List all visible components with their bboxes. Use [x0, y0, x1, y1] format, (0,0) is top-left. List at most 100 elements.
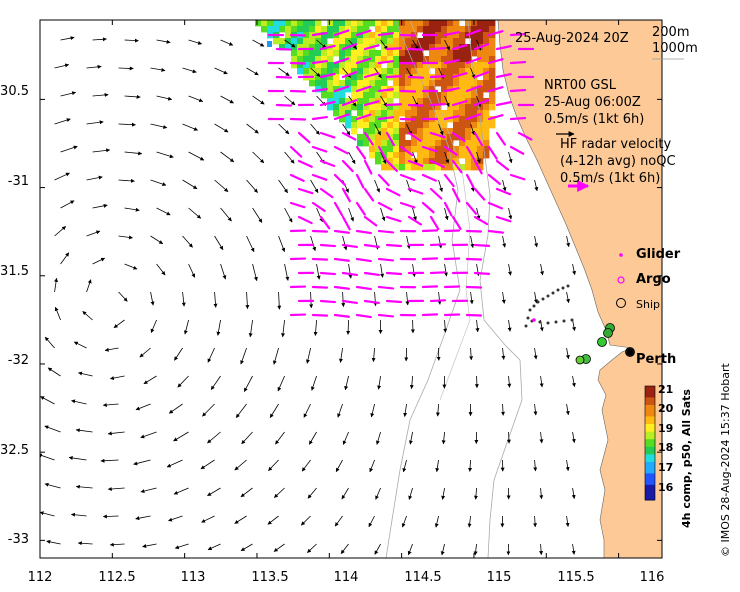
- hf-arrow: [355, 57, 372, 65]
- model-arrow: [216, 319, 221, 336]
- model-arrow: [70, 512, 87, 517]
- hf-arrow: [297, 131, 311, 144]
- hf-arrow: [429, 187, 443, 200]
- hf-arrow: [399, 173, 416, 181]
- plot-frame: [39, 19, 663, 559]
- model-arrow: [75, 428, 93, 433]
- model-arrow: [508, 207, 513, 220]
- model-arrow: [284, 151, 295, 164]
- hf-arrow: [363, 72, 380, 79]
- model-arrow: [139, 347, 151, 358]
- hf-arrow: [429, 131, 446, 139]
- model-arrow: [240, 487, 253, 498]
- sst-speck: [267, 41, 272, 47]
- model-arrow: [252, 151, 265, 164]
- model-arrow: [441, 431, 446, 445]
- model-arrow: [268, 459, 279, 471]
- colorbar-tick-label: 16: [658, 481, 674, 494]
- model-arrow: [507, 319, 512, 332]
- argo-key-icon: [617, 276, 625, 284]
- hf-arrow: [297, 187, 314, 195]
- model-arrow: [408, 431, 413, 445]
- hf-arrow: [297, 215, 313, 225]
- model-arrow: [316, 39, 327, 49]
- model-arrow: [118, 178, 135, 183]
- hf-arrow: [429, 299, 447, 303]
- hf-arrow: [399, 89, 417, 93]
- model-arrow: [337, 403, 343, 418]
- model-arrow: [412, 39, 419, 51]
- model-arrow: [220, 39, 234, 46]
- hf-arrow: [385, 187, 401, 197]
- place-label-perth: Perth: [636, 352, 677, 367]
- isobath-label-200m: 200m: [652, 25, 690, 40]
- model-arrow: [243, 375, 253, 392]
- model-arrow: [342, 123, 351, 136]
- model-arrow: [124, 38, 139, 43]
- hf-box-line1: HF radar velocity: [560, 137, 672, 152]
- model-arrow: [213, 291, 218, 308]
- hf-arrow: [465, 85, 482, 93]
- model-arrow: [344, 375, 349, 391]
- model-arrow: [182, 235, 193, 248]
- x-tick-label: 112: [27, 570, 53, 585]
- perth-marker: [627, 349, 633, 355]
- model-arrow: [335, 459, 343, 473]
- model-current-arrows: [40, 36, 577, 556]
- model-arrow: [207, 347, 215, 363]
- model-arrow: [181, 291, 186, 307]
- model-arrow: [539, 487, 544, 500]
- model-arrow: [188, 263, 196, 278]
- model-arrow: [406, 235, 411, 250]
- model-arrow: [252, 39, 265, 47]
- model-arrow: [565, 347, 570, 360]
- model-arrow: [214, 123, 229, 133]
- model-arrow: [402, 459, 407, 473]
- hf-arrow: [377, 229, 395, 234]
- hf-arrow: [311, 59, 328, 65]
- hf-arrow: [377, 201, 393, 211]
- model-arrow: [470, 235, 475, 249]
- hf-arrow: [473, 99, 490, 107]
- model-arrow: [539, 431, 544, 444]
- hf-arrow: [341, 215, 351, 231]
- hf-arrow: [355, 229, 372, 235]
- model-arrow: [183, 319, 189, 335]
- hf-arrow: [319, 131, 336, 139]
- model-arrow: [278, 235, 286, 253]
- model-arrow: [534, 235, 539, 248]
- model-arrow: [470, 123, 475, 136]
- model-arrow: [540, 263, 544, 276]
- model-arrow: [235, 403, 247, 418]
- hf-arrow: [319, 271, 337, 276]
- hf-arrow: [465, 113, 482, 121]
- hf-arrow: [319, 159, 336, 167]
- hf-arrow: [333, 285, 350, 290]
- y-tick-label: -30.5: [0, 84, 29, 99]
- model-arrow: [310, 123, 320, 135]
- hf-arrow: [399, 117, 417, 121]
- hf-arrow: [429, 159, 445, 168]
- model-arrow: [440, 543, 445, 556]
- model-arrow: [502, 179, 507, 192]
- model-arrow: [401, 515, 407, 528]
- model-arrow: [118, 235, 133, 240]
- hf-arrow: [355, 257, 372, 263]
- model-arrow: [476, 39, 482, 51]
- model-arrow: [100, 458, 119, 463]
- hf-arrow: [377, 60, 394, 65]
- hf-arrow: [385, 131, 396, 147]
- x-tick-label: 115.5: [557, 570, 595, 585]
- model-arrow: [92, 257, 106, 265]
- model-arrow: [275, 431, 285, 445]
- hf-arrow: [421, 313, 439, 317]
- hf-arrow: [443, 201, 453, 217]
- model-arrow: [375, 487, 381, 500]
- model-arrow: [310, 67, 321, 77]
- hf-arrow: [311, 31, 328, 37]
- hf-arrow: [385, 103, 403, 107]
- model-arrow: [409, 375, 414, 390]
- model-arrow: [107, 431, 125, 436]
- model-arrow: [109, 375, 125, 381]
- model-arrow: [71, 399, 87, 405]
